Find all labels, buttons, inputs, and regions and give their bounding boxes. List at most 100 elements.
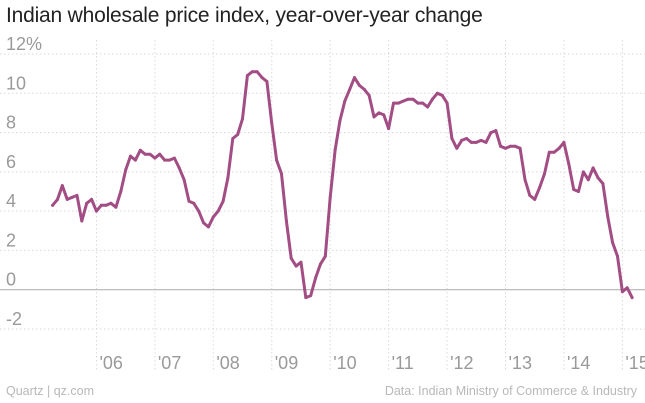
data-point <box>552 150 556 154</box>
data-point <box>124 168 128 172</box>
data-point <box>104 203 108 207</box>
data-point <box>138 148 142 152</box>
x-tick-label: '11 <box>392 353 414 373</box>
x-tick-label: '10 <box>333 353 356 373</box>
data-point <box>226 176 230 180</box>
axis-labels: 12% 10 8 6 4 2 0 -2 '06 '07 '08 '09 '10 '11 '12 '13 '14 '… <box>6 34 645 373</box>
data-point <box>543 172 546 176</box>
data-point <box>630 296 634 300</box>
data-point <box>596 176 600 180</box>
data-point <box>445 101 449 105</box>
data-point <box>382 113 386 117</box>
x-tick-label: '09 <box>275 353 298 373</box>
data-point <box>172 156 176 160</box>
data-point <box>591 166 595 170</box>
y-tick-label: 6 <box>6 152 16 172</box>
data-point <box>318 262 322 266</box>
data-point <box>182 178 186 182</box>
data-point <box>479 138 483 142</box>
data-point <box>577 190 580 193</box>
data-point <box>270 121 274 125</box>
data-point <box>533 197 537 201</box>
data-point <box>75 193 79 197</box>
data-point <box>367 93 371 97</box>
chart-title: Indian wholesale price index, year-over-… <box>6 4 483 27</box>
data-point <box>562 140 566 144</box>
data-point <box>528 193 532 197</box>
x-tick-label: '07 <box>158 353 181 373</box>
data-point <box>328 195 332 199</box>
data-point <box>177 166 181 170</box>
x-tick-label: '15 <box>625 353 645 373</box>
data-point <box>377 111 381 115</box>
data-point <box>143 152 147 156</box>
data-point <box>426 105 430 109</box>
y-tick-label: 8 <box>6 113 16 133</box>
data-point <box>430 97 434 101</box>
data-point <box>455 146 459 150</box>
data-point <box>547 150 551 154</box>
y-tick-label: -2 <box>6 309 22 329</box>
data-point <box>211 215 215 219</box>
data-point <box>484 140 488 144</box>
data-point <box>85 201 89 205</box>
data-point <box>606 215 610 219</box>
data-points <box>51 70 634 300</box>
data-point <box>129 154 132 158</box>
footer-source-right: Data: Indian Ministry of Commerce & Indu… <box>384 384 637 398</box>
data-point <box>158 152 162 156</box>
data-point <box>187 199 191 203</box>
data-point <box>416 101 420 105</box>
data-point <box>333 148 337 152</box>
data-point <box>114 205 118 209</box>
data-point <box>557 146 561 150</box>
data-point <box>581 170 585 174</box>
data-point <box>197 209 201 213</box>
y-tick-label: 10 <box>6 73 26 93</box>
data-point <box>508 144 512 148</box>
data-point <box>202 221 206 225</box>
data-point <box>494 129 498 133</box>
data-point <box>387 127 391 131</box>
y-tick-label: 2 <box>6 230 16 250</box>
data-point <box>474 140 478 144</box>
data-point <box>469 140 473 144</box>
data-point <box>572 188 576 191</box>
data-point <box>80 219 84 223</box>
x-tick-label: '06 <box>99 353 122 373</box>
data-point <box>489 131 493 135</box>
data-point <box>56 197 59 201</box>
data-point <box>153 156 157 160</box>
data-point <box>260 76 264 80</box>
x-tick-label: '13 <box>509 353 532 373</box>
data-point <box>90 197 94 201</box>
data-point <box>338 119 342 123</box>
data-point <box>280 172 283 176</box>
series-line <box>51 70 634 300</box>
data-point <box>450 137 454 140</box>
data-point <box>611 241 615 245</box>
data-point <box>304 296 308 300</box>
data-point <box>265 80 269 83</box>
data-point <box>343 99 347 103</box>
data-point <box>109 201 113 205</box>
data-point <box>250 70 254 74</box>
data-point <box>284 219 288 223</box>
data-point <box>523 178 527 182</box>
data-point <box>620 290 624 294</box>
y-tick-label: 4 <box>6 191 16 211</box>
data-point <box>406 97 410 101</box>
data-point <box>586 178 590 182</box>
data-point <box>392 101 395 105</box>
data-point <box>241 117 244 121</box>
y-tick-label: 12% <box>6 34 42 54</box>
data-point <box>357 83 361 87</box>
data-point <box>625 286 629 290</box>
data-point <box>460 138 464 142</box>
data-point <box>294 264 298 268</box>
data-point <box>362 87 366 91</box>
data-point <box>119 190 123 193</box>
data-point <box>192 201 196 205</box>
footer-source-left: Quartz | qz.com <box>6 384 94 398</box>
